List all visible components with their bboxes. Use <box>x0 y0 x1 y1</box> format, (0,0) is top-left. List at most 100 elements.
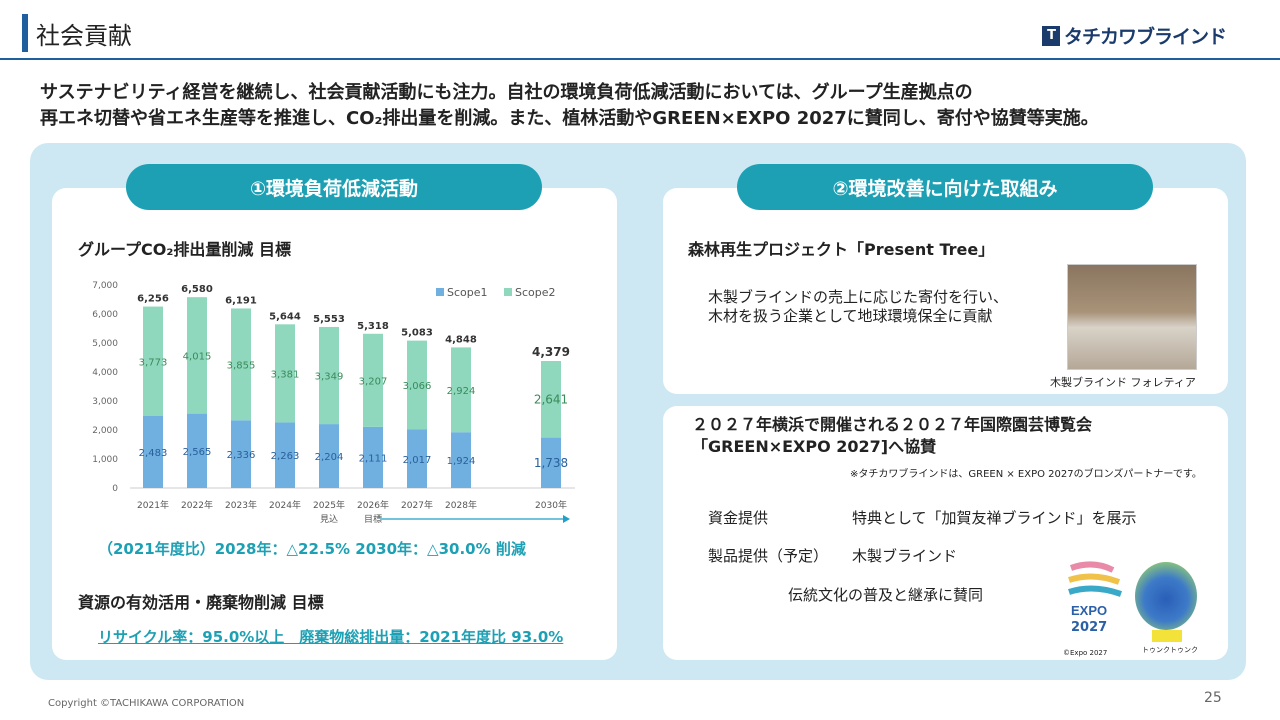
data-label: 3,207 <box>359 376 388 387</box>
bar-scope2 <box>143 306 163 416</box>
logo-mark-icon: T <box>1042 25 1060 46</box>
x-tick-label: 2024年 <box>269 499 301 511</box>
x-tick-label: 2023年 <box>225 499 257 511</box>
bar-scope2 <box>407 340 427 430</box>
bar-scope1 <box>143 415 163 488</box>
intro-text: サステナビリティ経営を継続し、社会貢献活動にも注力。自社の環境負荷低減活動におい… <box>40 80 1270 132</box>
logo-text: タチカワブラインド <box>1064 26 1227 48</box>
y-tick-label: 3,000 <box>92 397 118 407</box>
photo-caption: 木製ブラインド フォレティア <box>1050 376 1196 389</box>
right-card-expo <box>663 406 1228 660</box>
intro-line: 再エネ切替や省エネ生産等を推進し、CO₂排出量を削減。また、植林活動やGREEN… <box>40 108 1099 129</box>
project-description: 木製ブラインドの売上に応じた寄付を行い、 木材を扱う企業として地球環境保全に貢献 <box>708 288 1008 326</box>
x-sublabel: 見込 <box>320 514 338 525</box>
data-label: 4,015 <box>183 351 212 362</box>
bar-scope2 <box>319 326 339 425</box>
x-tick-label: 2026年 <box>357 499 389 511</box>
y-tick-label: 2,000 <box>92 426 118 436</box>
reduction-target: （2021年度比）2028年：△22.5% 2030年：△30.0% 削減 <box>98 540 526 558</box>
expo-logo: EXPO 2027 <box>1063 560 1125 650</box>
total-label: 5,644 <box>269 311 301 322</box>
section-pill-1: ①環境負荷低減活動 <box>126 164 542 210</box>
page-title: 社会貢献 <box>36 22 132 50</box>
total-label: 6,580 <box>181 284 213 295</box>
expo-note: ※タチカワブラインドは、GREEN × EXPO 2027のブロンズパートナーで… <box>850 469 1202 480</box>
bar-scope1 <box>275 422 295 488</box>
mascot-image <box>1135 562 1199 646</box>
data-label: 2,111 <box>359 453 388 464</box>
bar-scope2 <box>187 297 207 414</box>
bar-scope1 <box>319 424 339 488</box>
x-tick-label: 2030年 <box>535 499 567 511</box>
data-label: 3,066 <box>403 381 432 392</box>
legend-label: Scope1 <box>447 286 488 299</box>
bar-scope1 <box>231 420 251 488</box>
y-tick-label: 4,000 <box>92 368 118 378</box>
data-label: 1,924 <box>447 456 476 467</box>
desc-line: 木材を扱う企業として地球環境保全に貢献 <box>708 307 993 325</box>
data-label: 1,738 <box>534 456 568 470</box>
bar-scope1 <box>363 426 383 488</box>
total-label: 5,083 <box>401 328 433 339</box>
expo-title: ２０２７年横浜で開催される２０２７年国際園芸博覧会 「GREEN×EXPO 202… <box>692 414 1092 458</box>
svg-text:EXPO: EXPO <box>1071 603 1107 618</box>
data-label: 2,924 <box>447 386 476 397</box>
page-number: 25 <box>1204 690 1222 706</box>
expo-title-line: ２０２７年横浜で開催される２０２７年国際園芸博覧会 <box>692 415 1093 434</box>
x-tick-label: 2028年 <box>445 499 477 511</box>
x-tick-label: 2021年 <box>137 499 169 511</box>
total-label: 5,318 <box>357 321 389 332</box>
bar-scope1 <box>407 429 427 488</box>
total-label: 5,553 <box>313 314 345 325</box>
row-value: 特典として「加賀友禅ブラインド」を展示 <box>852 509 1137 527</box>
legend-swatch <box>504 288 512 296</box>
mascot-name: トゥンクトゥンク <box>1142 646 1198 654</box>
bar-scope2 <box>363 333 383 427</box>
data-label: 2,336 <box>227 450 256 461</box>
bar-scope1 <box>187 413 207 488</box>
data-label: 3,349 <box>315 372 344 383</box>
y-tick-label: 5,000 <box>92 339 118 349</box>
total-label: 4,848 <box>445 334 477 345</box>
x-sublabel: 目標 <box>364 513 382 525</box>
intro-line: サステナビリティ経営を継続し、社会貢献活動にも注力。自社の環境負荷低減活動におい… <box>40 82 973 103</box>
expo-credit: ©Expo 2027 <box>1063 649 1108 657</box>
data-label: 3,773 <box>139 357 168 368</box>
project-title: 森林再生プロジェクト「Present Tree」 <box>688 240 995 259</box>
desc-line: 木製ブラインドの売上に応じた寄付を行い、 <box>708 288 1009 306</box>
section-pill-2: ②環境改善に向けた取組み <box>737 164 1153 210</box>
y-tick-label: 7,000 <box>92 281 118 291</box>
data-label: 3,855 <box>227 360 256 371</box>
legend-label: Scope2 <box>515 286 556 299</box>
legend-swatch <box>436 288 444 296</box>
y-tick-label: 0 <box>112 484 118 494</box>
y-tick-label: 1,000 <box>92 455 118 465</box>
arrow-head-icon <box>563 515 570 523</box>
bar-scope2 <box>231 308 251 421</box>
chart-title: グループCO₂排出量削減 目標 <box>78 240 291 259</box>
copyright: Copyright ©TACHIKAWA CORPORATION <box>48 698 245 709</box>
title-accent-bar <box>22 14 28 52</box>
data-label: 2,017 <box>403 455 432 466</box>
y-tick-label: 6,000 <box>92 310 118 320</box>
data-label: 2,263 <box>271 451 300 462</box>
row-label: 資金提供 <box>708 509 769 527</box>
x-tick-label: 2022年 <box>181 499 213 511</box>
total-label: 6,191 <box>225 295 257 306</box>
co2-chart: 0 1,000 2,000 3,000 4,000 5,000 6,000 7,000 2,48… <box>92 281 575 525</box>
support-text: 伝統文化の普及と継承に賛同 <box>788 586 984 604</box>
bar-scope2 <box>451 347 471 433</box>
x-tick-label: 2027年 <box>401 499 433 511</box>
data-label: 2,483 <box>139 448 168 459</box>
data-label: 2,204 <box>315 452 344 463</box>
data-label: 2,641 <box>534 392 568 406</box>
header-divider <box>0 58 1280 60</box>
bar-scope1 <box>451 432 471 488</box>
row-value: 木製ブラインド <box>852 547 958 565</box>
data-label: 3,381 <box>271 369 300 380</box>
resource-title: 資源の有効活用・廃棄物削減 目標 <box>78 593 324 612</box>
x-tick-label: 2025年 <box>313 499 345 511</box>
data-label: 2,565 <box>183 447 212 458</box>
bar-scope1 <box>541 437 561 488</box>
total-label: 4,379 <box>532 345 570 359</box>
